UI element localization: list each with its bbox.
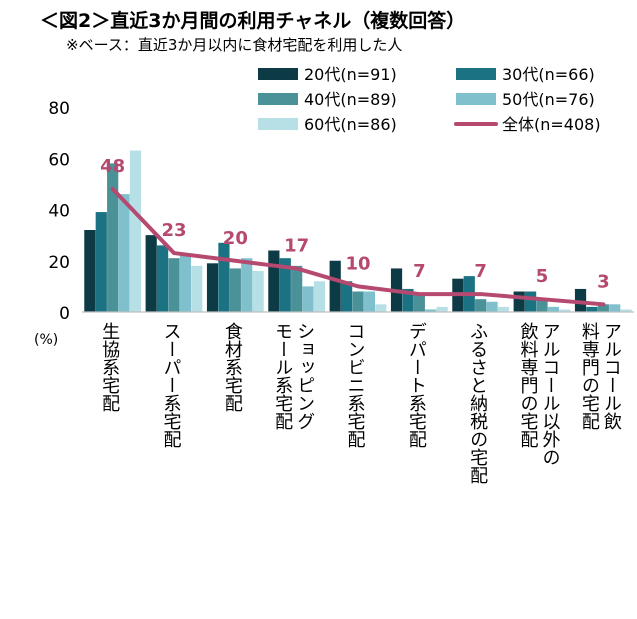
chart-title: ＜図2＞直近3か月間の利用チャネル（複数回答） bbox=[40, 10, 466, 32]
bar bbox=[302, 286, 314, 312]
bar bbox=[586, 306, 598, 312]
bar bbox=[279, 258, 291, 312]
bar bbox=[179, 255, 191, 312]
legend-swatch bbox=[456, 93, 496, 105]
bar bbox=[95, 212, 107, 312]
y-axis-unit-label: (%) bbox=[34, 332, 58, 348]
bar bbox=[129, 150, 142, 312]
bar bbox=[157, 245, 169, 312]
y-tick-label: 0 bbox=[59, 304, 70, 324]
bar bbox=[525, 291, 537, 312]
legend-label: 50代(n=76) bbox=[502, 90, 595, 109]
bar bbox=[291, 265, 303, 312]
bar bbox=[609, 304, 621, 312]
category-label: 食材系宅配 bbox=[222, 322, 243, 412]
bar bbox=[341, 281, 353, 312]
bar bbox=[425, 309, 437, 312]
bar bbox=[168, 258, 180, 312]
overall-data-label: 5 bbox=[536, 266, 549, 287]
legend-label: 60代(n=86) bbox=[304, 115, 397, 134]
legend-swatch bbox=[456, 68, 496, 80]
y-tick-label: 80 bbox=[48, 99, 70, 119]
overall-data-label: 23 bbox=[161, 220, 186, 241]
category-label: スーパー系宅配 bbox=[161, 322, 182, 448]
bar bbox=[402, 288, 414, 312]
bar bbox=[145, 235, 157, 312]
overall-data-label: 7 bbox=[474, 261, 487, 282]
overall-data-label: 7 bbox=[413, 261, 426, 282]
legend-label: 40代(n=89) bbox=[304, 90, 397, 109]
legend-label: 30代(n=66) bbox=[502, 65, 595, 84]
bar bbox=[559, 309, 571, 312]
y-tick-label: 40 bbox=[48, 202, 70, 222]
y-tick-label: 20 bbox=[48, 253, 70, 273]
bar bbox=[486, 301, 498, 312]
bar bbox=[547, 306, 559, 312]
bar bbox=[107, 163, 119, 312]
category-label: アルコール以外の飲料専門の宅配 bbox=[518, 322, 561, 466]
category-label: コンビニ系宅配 bbox=[345, 322, 366, 448]
overall-data-label: 48 bbox=[100, 156, 125, 177]
bar bbox=[597, 304, 609, 312]
bar bbox=[363, 291, 375, 312]
bar bbox=[475, 299, 487, 312]
category-label: ショッピングモール系宅配 bbox=[272, 322, 315, 430]
bar bbox=[206, 263, 219, 312]
bar bbox=[313, 281, 326, 312]
bar bbox=[229, 268, 241, 312]
bar bbox=[413, 294, 425, 312]
bar bbox=[218, 242, 230, 312]
category-label: アルコール飲料専門の宅配 bbox=[579, 322, 622, 430]
overall-data-label: 20 bbox=[223, 228, 248, 249]
category-label: ふるさと納税の宅配 bbox=[467, 322, 488, 484]
legend-swatch bbox=[258, 118, 298, 130]
overall-data-label: 10 bbox=[345, 253, 370, 274]
legend-swatch bbox=[258, 93, 298, 105]
legend-swatch bbox=[258, 68, 298, 80]
bar bbox=[118, 194, 130, 312]
bar bbox=[497, 306, 510, 312]
bar bbox=[84, 230, 96, 312]
category-label: 生協系宅配 bbox=[99, 322, 120, 412]
legend-label: 全体(n=408) bbox=[502, 115, 601, 134]
bar bbox=[268, 250, 280, 312]
bar bbox=[329, 260, 341, 312]
legend-label: 20代(n=91) bbox=[304, 65, 397, 84]
overall-line bbox=[110, 187, 606, 307]
bar bbox=[252, 271, 264, 312]
bar bbox=[536, 299, 548, 312]
overall-data-label: 17 bbox=[284, 235, 309, 256]
y-tick-label: 60 bbox=[48, 150, 70, 170]
overall-data-label: 3 bbox=[597, 271, 610, 292]
category-label: デパート系宅配 bbox=[406, 322, 427, 448]
bar bbox=[241, 258, 253, 312]
bar bbox=[191, 265, 203, 312]
bar bbox=[436, 306, 448, 312]
bar bbox=[620, 309, 632, 312]
bar bbox=[375, 304, 387, 312]
chart-subtitle: ※ベース：直近3か月以内に食材宅配を利用した人 bbox=[66, 36, 403, 54]
bar bbox=[513, 291, 525, 312]
bar bbox=[352, 291, 364, 312]
